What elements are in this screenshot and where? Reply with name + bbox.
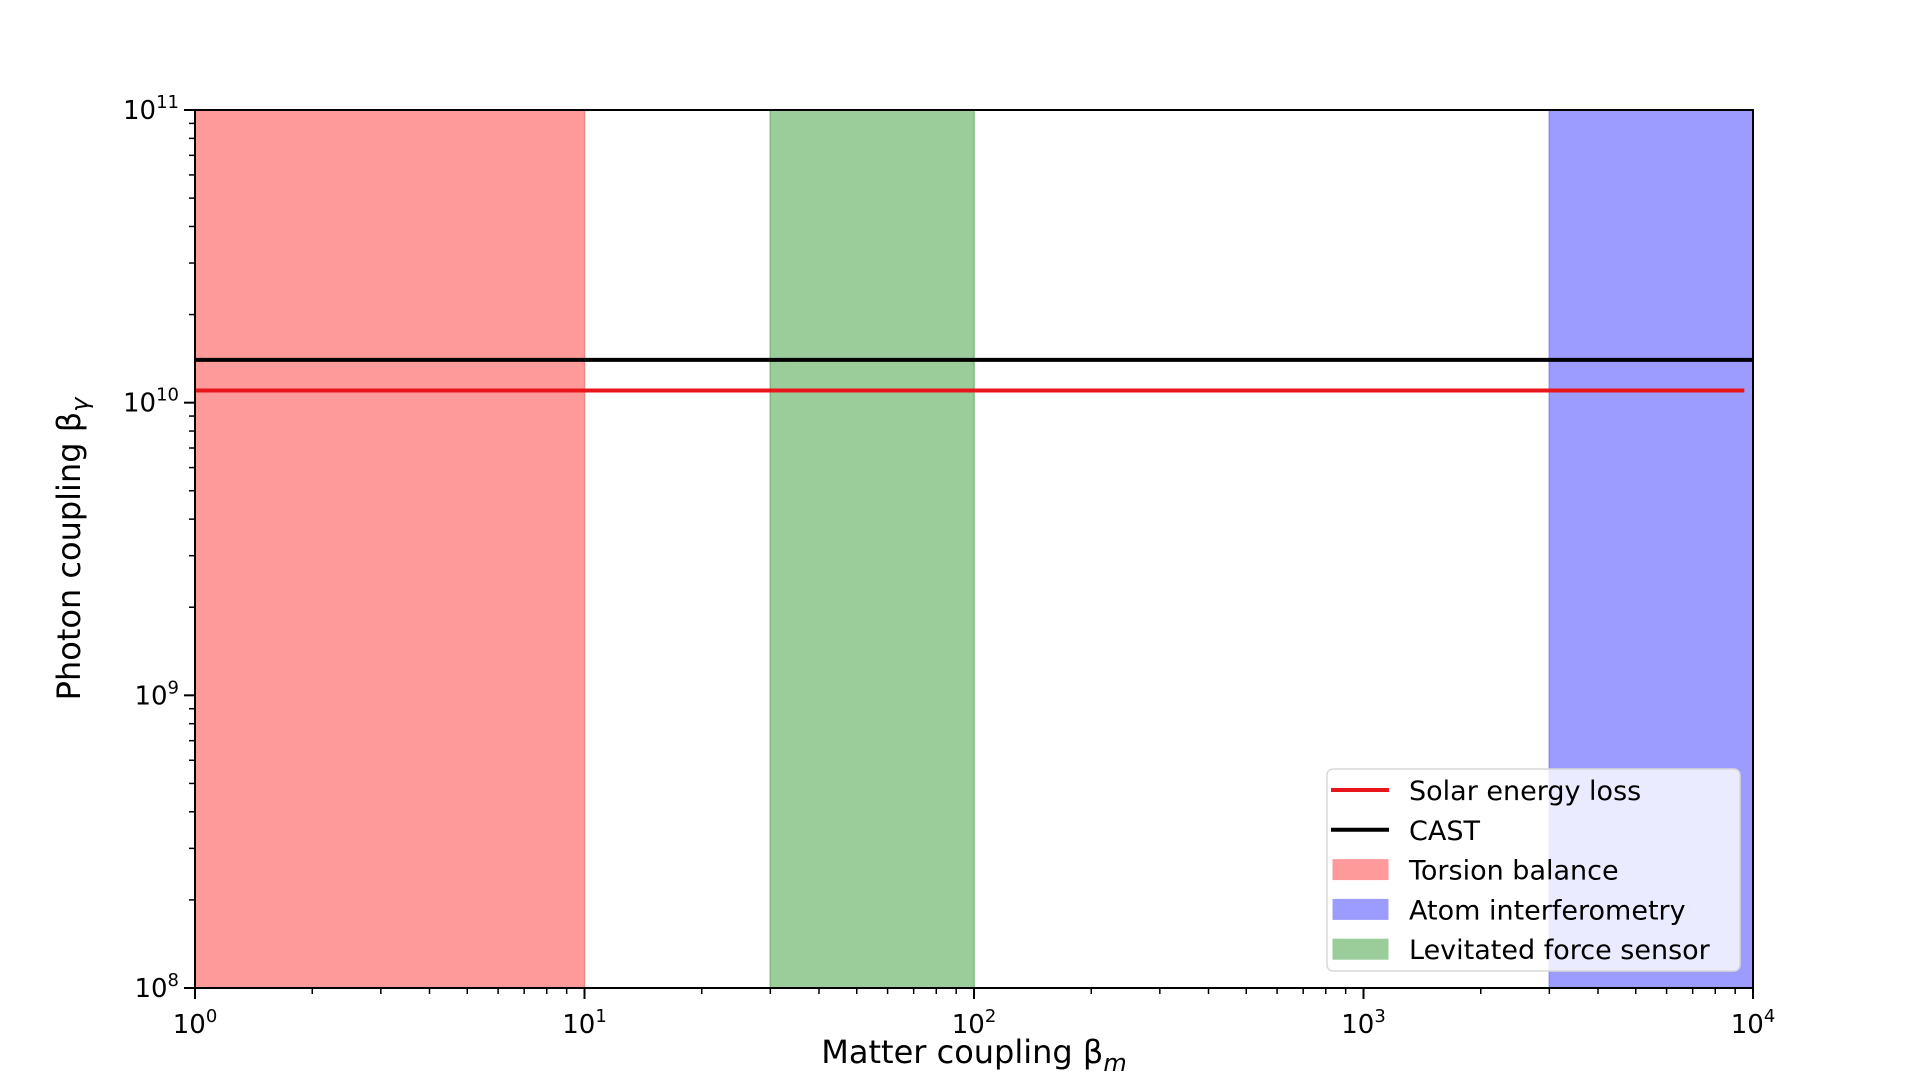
legend-label-levitated-force-sensor: Levitated force sensor [1409, 935, 1711, 966]
lines-layer [195, 357, 1753, 393]
y-tick-label: 108 [134, 970, 179, 1004]
legend-label-solar-energy-loss: Solar energy loss [1409, 776, 1641, 807]
y-tick-label: 1010 [123, 385, 179, 419]
band-torsion-balance [194, 109, 586, 989]
y-tick-label: 1011 [123, 92, 179, 126]
minor-ticks [189, 122, 1736, 994]
legend-label-atom-interferometry: Atom interferometry [1409, 895, 1686, 926]
band-levitated-force-sensor [769, 109, 975, 989]
major-ticks [184, 109, 1754, 999]
y-tick-label: 109 [134, 677, 179, 711]
plot-frame [194, 109, 1754, 989]
x-tick-label: 101 [562, 1006, 607, 1040]
legend-swatch-torsion-balance [1332, 859, 1389, 881]
x-tick-label: 102 [952, 1006, 997, 1040]
y-axis-label: Photon coupling βγ [50, 396, 94, 700]
legend-label-cast: CAST [1409, 816, 1480, 847]
x-tick-label: 103 [1341, 1006, 1386, 1040]
x-tick-label: 100 [173, 1006, 218, 1040]
legend-label-torsion-balance: Torsion balance [1408, 856, 1619, 887]
x-tick-label: 104 [1731, 1006, 1776, 1040]
x-axis-label: Matter coupling βm [821, 1033, 1126, 1077]
legend-box [1326, 768, 1741, 972]
tick-labels: 100 101 102 103 104 108 109 1010 1011 [123, 92, 1775, 1040]
legend: Solar energy loss CAST Torsion balance Atom… [1326, 768, 1741, 972]
legend-swatch-atom-interferometry [1332, 898, 1389, 920]
legend-swatch-levitated-force-sensor [1332, 938, 1389, 960]
